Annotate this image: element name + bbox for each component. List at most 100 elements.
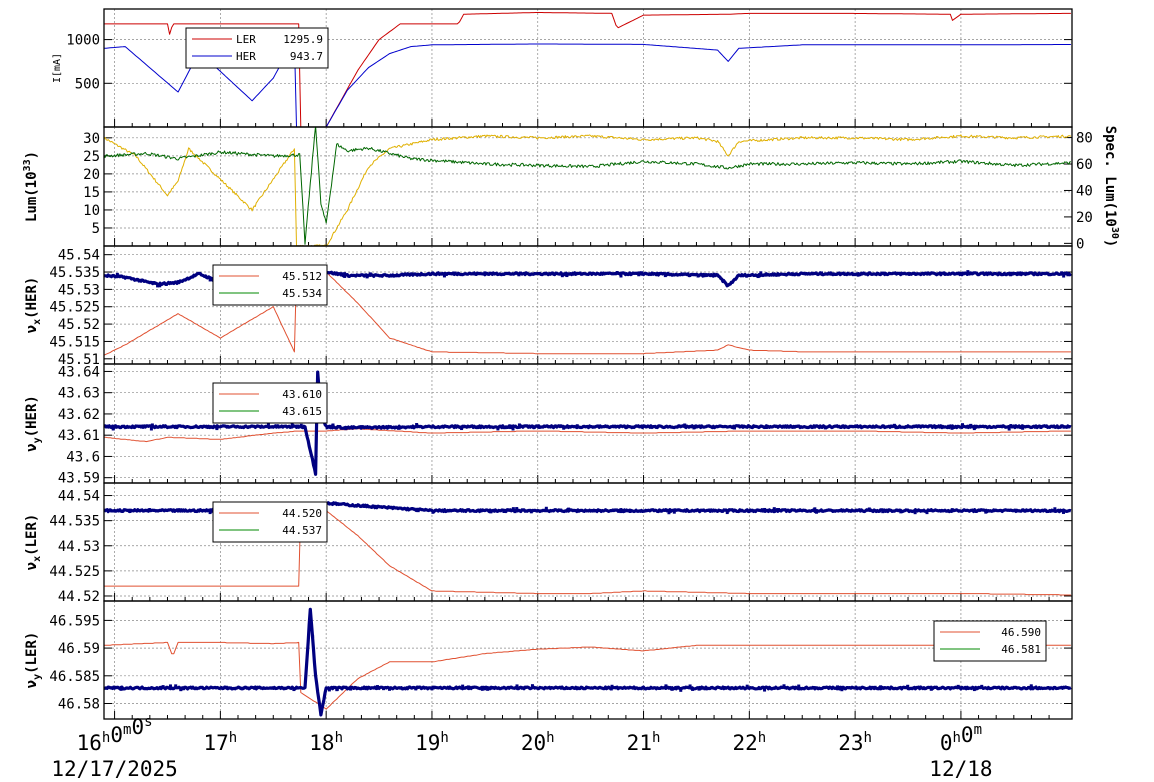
legend-box — [212, 382, 328, 424]
data-point — [152, 281, 156, 285]
legend-box — [212, 501, 328, 543]
y-tick-label: 500 — [75, 76, 100, 92]
data-point — [461, 424, 465, 428]
data-point — [414, 687, 418, 691]
x-tick-label: 23h — [838, 730, 872, 755]
data-point — [637, 273, 641, 277]
legend-value: 45.512 — [282, 270, 322, 283]
data-point — [290, 422, 294, 426]
series-line-ref — [104, 641, 1071, 710]
data-point — [693, 425, 697, 429]
legend-value: 1295.9 — [283, 33, 323, 46]
data-point — [712, 272, 716, 276]
series-line-ref — [104, 504, 1071, 596]
y-axis-title: νy(HER) — [24, 395, 43, 452]
data-point — [682, 509, 686, 513]
legend: 43.610 43.615 — [212, 382, 328, 424]
legend-value: 45.534 — [282, 287, 322, 300]
data-point — [763, 507, 767, 511]
y-tick-label: 43.6 — [66, 449, 100, 465]
data-point — [292, 688, 296, 692]
data-point — [311, 634, 315, 638]
y-tick-label: 45.515 — [49, 334, 100, 350]
data-point — [820, 271, 824, 275]
data-point — [349, 687, 353, 691]
data-point — [836, 685, 840, 689]
panel-nuy_her: 43.59 43.6 43.61 43.62 43.63 43.64 νy(HER) 43.6… — [24, 363, 1073, 487]
plot-area — [104, 127, 1072, 246]
data-point — [560, 274, 564, 278]
data-point — [496, 427, 500, 431]
y-tick-label: 45.52 — [58, 317, 100, 333]
data-point — [215, 427, 219, 431]
y-tick-label: 43.64 — [58, 364, 100, 380]
panel-luminosity: 5 10 15 20 25 30 0 20 40 60 80 Spec. Lum(1030) Lum(1… — [22, 126, 1120, 253]
y-tick-label: 45.51 — [58, 352, 100, 368]
data-point — [745, 684, 749, 688]
data-point — [654, 272, 658, 276]
x-tick-label: 22h — [732, 730, 766, 755]
panel-frame — [103, 600, 1073, 720]
data-point — [628, 509, 632, 513]
series-line-ref — [104, 428, 1071, 443]
y-tick-label: 44.53 — [58, 539, 100, 555]
data-point — [1009, 424, 1013, 428]
data-point — [676, 685, 680, 689]
data-point — [966, 270, 970, 274]
data-point — [466, 685, 470, 689]
data-point — [518, 271, 522, 275]
data-point — [975, 686, 979, 690]
data-point — [205, 425, 209, 429]
data-point — [829, 272, 833, 276]
y-tick-label: 44.525 — [49, 564, 100, 580]
data-point — [854, 425, 858, 429]
legend-box — [212, 264, 328, 306]
data-point — [128, 508, 132, 512]
y-axis-title: νx(LER) — [24, 514, 43, 571]
data-point — [1007, 427, 1011, 431]
data-point — [956, 684, 960, 688]
data-point — [925, 511, 929, 515]
data-point — [559, 508, 563, 512]
y-tick-label: 46.58 — [58, 696, 100, 712]
data-point — [610, 684, 614, 688]
series-line-her — [104, 39, 1071, 127]
x-tick-label: 21h — [627, 730, 661, 755]
y-tick-label: 44.535 — [49, 514, 100, 530]
data-point — [224, 685, 228, 689]
y-tick-label: 43.61 — [58, 428, 100, 444]
legend-value: 44.520 — [282, 507, 322, 520]
y-tick-label: 44.52 — [58, 589, 100, 605]
data-point — [640, 271, 644, 275]
data-point — [658, 508, 662, 512]
data-point — [575, 424, 579, 428]
data-point — [663, 274, 667, 278]
data-point — [1066, 273, 1070, 277]
data-point — [670, 687, 674, 691]
data-point — [476, 425, 480, 429]
data-point — [906, 684, 910, 688]
data-point — [134, 278, 138, 282]
data-point — [118, 425, 122, 429]
data-point — [344, 427, 348, 431]
data-point — [396, 274, 400, 278]
plot-area — [104, 12, 1071, 127]
data-point — [209, 508, 213, 512]
x-tick-label: 18h — [309, 730, 343, 755]
data-point — [368, 272, 372, 276]
data-point — [511, 427, 515, 431]
data-point — [726, 509, 730, 513]
data-point — [914, 272, 918, 276]
data-point — [335, 687, 339, 691]
data-point — [517, 423, 521, 427]
data-point — [412, 507, 416, 511]
data-point — [489, 510, 493, 514]
data-point — [845, 425, 849, 429]
y-axis-title: Lum(1033) — [22, 151, 40, 222]
data-point — [777, 508, 781, 512]
plot-area — [104, 370, 1072, 476]
data-point — [511, 507, 515, 511]
y-tick-label: 25 — [83, 149, 100, 165]
y-tick-label: 45.53 — [58, 282, 100, 298]
